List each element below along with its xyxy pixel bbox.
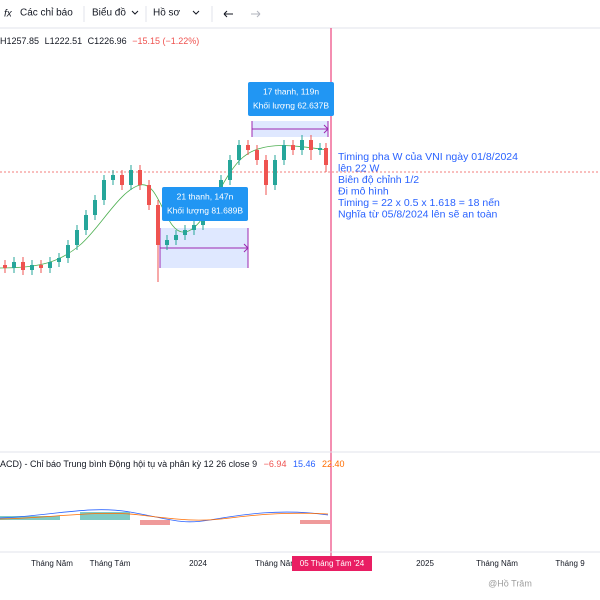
chart-button[interactable]: Biểu đồ (92, 7, 126, 19)
measure-volume: Khối lượng 62.637B (253, 100, 329, 110)
x-axis-labels: Tháng Năm Tháng Tám 2024 Tháng Năm 2025 Tháng… (31, 559, 585, 568)
macd-histogram (0, 512, 130, 520)
high: H1257.85 (0, 36, 39, 46)
macd-histogram (140, 520, 330, 525)
measure-label (248, 82, 334, 116)
x-tick-label: 2024 (189, 559, 207, 568)
toolbar (0, 0, 600, 28)
range-arrow (251, 121, 329, 137)
note-line: lên 22 W (338, 162, 380, 174)
x-tick-label: Tháng Tám (90, 559, 131, 568)
close: C1226.96 (88, 36, 127, 46)
macd-title: ACD) - Chỉ báo Trung bình Động hội tụ và… (0, 459, 257, 469)
note-line: Nghĩa từ 05/8/2024 lên sẽ an toàn (338, 208, 498, 220)
macd-signal: 22.40 (322, 459, 345, 469)
note-line: Đi mô hình (338, 185, 389, 197)
x-tick-label: Tháng 9 (555, 559, 585, 568)
watermark: @Hồ Trâm (488, 578, 532, 588)
indicators-button[interactable]: Các chỉ báo (20, 7, 73, 19)
note-line: Biên độ chỉnh 1/2 (338, 174, 419, 186)
measure-bars: 21 thanh, 147n (177, 191, 234, 201)
low: L1222.51 (45, 36, 83, 46)
redo-icon[interactable] (251, 10, 261, 18)
macd-hist: −6.94 (264, 459, 287, 469)
chevron (192, 10, 200, 15)
measure-volume: Khối lượng 81.689B (167, 205, 243, 215)
x-tick-label: Tháng Năm (31, 559, 73, 568)
note-line: Timing = 22 x 0.5 x 1.618 = 18 nến (338, 197, 500, 209)
change: −15.15 (−1.22%) (132, 36, 199, 46)
profile-button[interactable]: Hồ sơ (153, 7, 181, 19)
candles-up (12, 140, 322, 270)
x-tick-label: 2025 (416, 559, 434, 568)
note-line: Timing pha W của VNI ngày 01/8/2024 (338, 151, 518, 163)
ohlc-legend: H1257.85 L1222.51 C1226.96 −15.15 (−1.22… (0, 36, 199, 46)
measure-bars: 17 thanh, 119n (263, 86, 319, 96)
chevron (131, 10, 139, 15)
undo-icon[interactable] (223, 10, 233, 18)
x-tick-label: Tháng Năm (476, 559, 518, 568)
signal-line (0, 512, 329, 521)
x-tick-label: Tháng Năm (255, 559, 297, 568)
measure-label (162, 187, 248, 221)
range-arrow (159, 228, 249, 268)
fx-icon[interactable]: fx (4, 9, 13, 20)
cursor-date-box (292, 556, 372, 571)
macd-legend: ACD) - Chỉ báo Trung bình Động hội tụ và… (0, 459, 345, 469)
macd-value: 15.46 (293, 459, 316, 469)
cursor-date: 05 Tháng Tám '24 (300, 559, 365, 568)
macd-line (0, 509, 329, 523)
